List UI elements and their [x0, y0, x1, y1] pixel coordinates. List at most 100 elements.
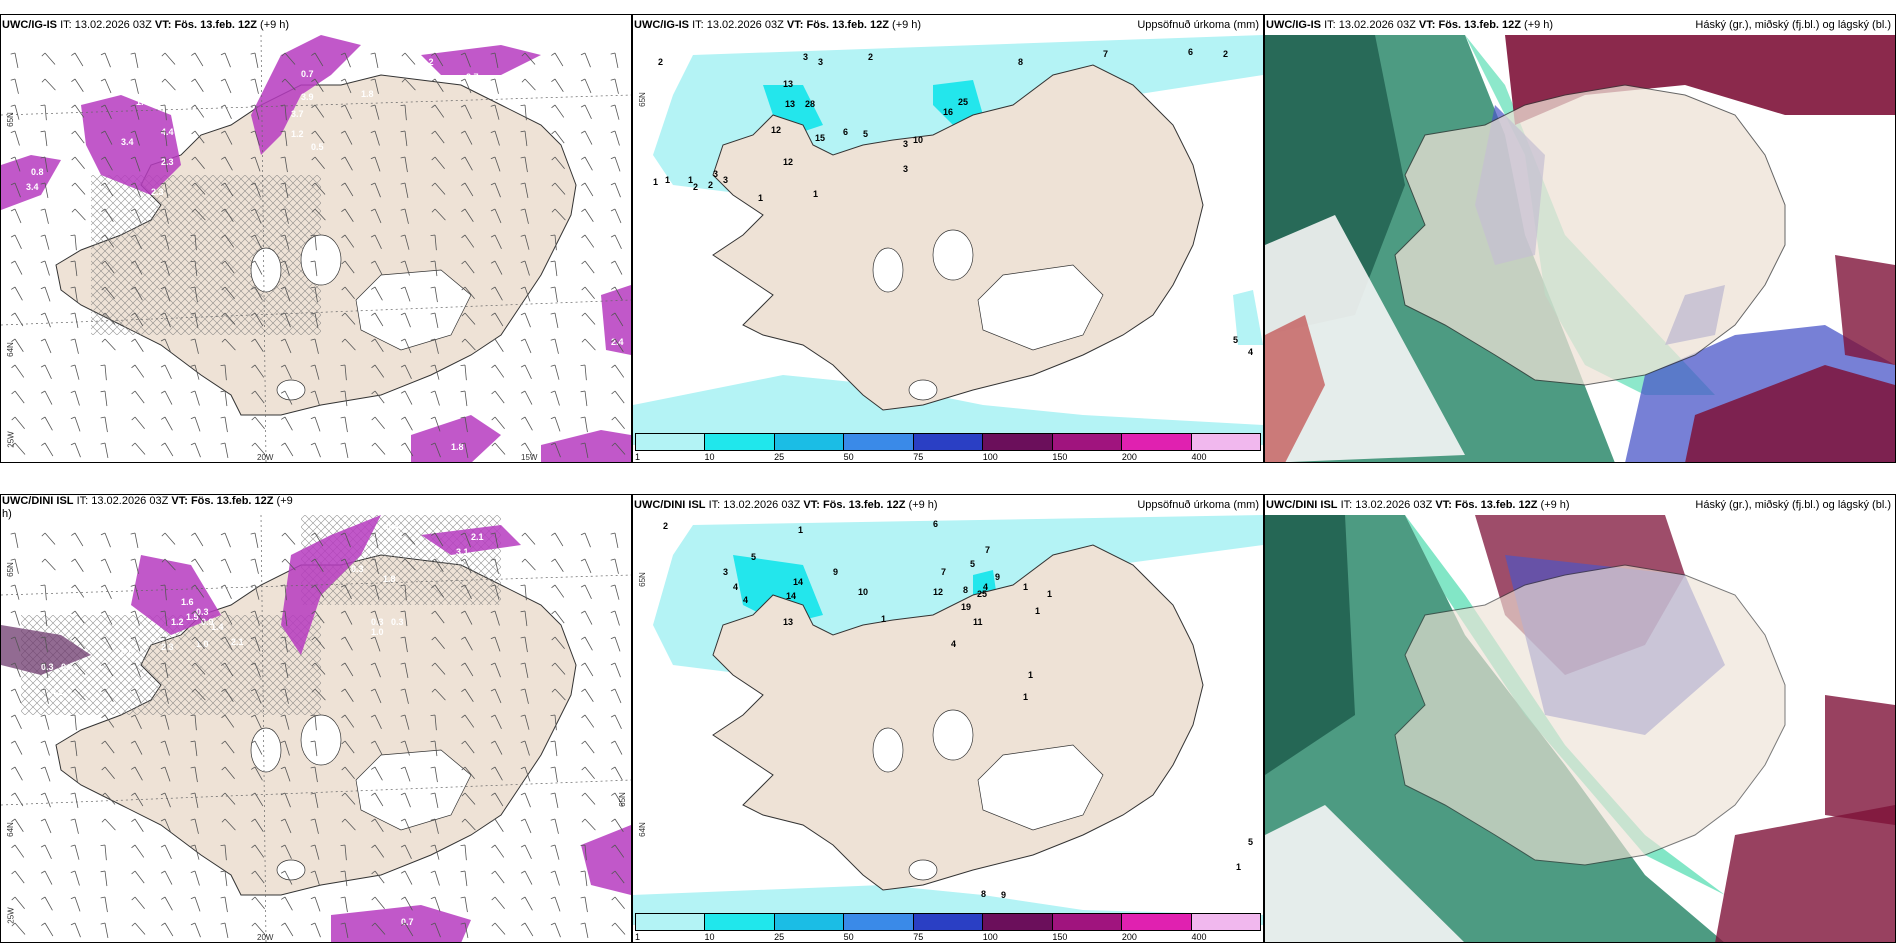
wind-barb [160, 584, 167, 601]
colorbar-tick-label: 75 [913, 452, 924, 462]
wind-barb [551, 688, 566, 701]
it-label: IT: [76, 495, 89, 507]
wind-barb [581, 662, 594, 677]
vt-label: VT: [154, 19, 172, 31]
wind-barb [11, 312, 24, 327]
wind-barb [400, 182, 409, 199]
wind-barb [341, 818, 356, 831]
wind-barb [131, 442, 146, 455]
wind-barb [131, 844, 145, 858]
wind-barb [251, 364, 265, 378]
map-value-label: 1 [1047, 589, 1052, 599]
wind-barb [341, 312, 356, 325]
it-label: IT: [692, 19, 704, 31]
wind-barb [130, 740, 143, 755]
wind-barb [550, 792, 559, 809]
wind-barb [610, 208, 622, 224]
map-value-label: 2 [708, 180, 713, 190]
wind-barb [461, 688, 474, 702]
wind-barb [520, 584, 527, 601]
wind-barb [71, 208, 86, 221]
colorbar-swatch [705, 914, 775, 930]
wind-barb [310, 922, 321, 938]
wind-barb [461, 662, 474, 677]
wind-barb [461, 208, 474, 222]
wind-barb [310, 416, 321, 432]
map-value-label: 2 [658, 57, 663, 67]
colorbar-swatch [983, 914, 1053, 930]
map-value-label: 0.7 [301, 917, 314, 927]
wind-barb [40, 130, 48, 147]
snow-value-labels: 0.43.12.10.31.81.60.31.22.30.91.51.41.00… [41, 522, 484, 927]
wind-barb [460, 896, 468, 913]
wind-barb [10, 78, 19, 94]
wind-barb [520, 286, 531, 302]
wind-barb [400, 688, 409, 704]
wind-barb [101, 766, 115, 780]
wind-barb [101, 792, 116, 805]
wind-barb [610, 636, 621, 652]
wind-barb [401, 896, 413, 911]
map-value-label: 1.2 [171, 617, 184, 627]
wind-barb [461, 156, 473, 171]
wind-barb [370, 52, 379, 69]
map-value-label: 3.4 [26, 182, 39, 192]
lat-label: 25W [6, 907, 16, 924]
wind-barb [551, 610, 565, 624]
wind-barb [70, 818, 79, 834]
wind-barb [550, 740, 558, 757]
wind-barb [610, 130, 620, 146]
wind-barb [371, 442, 386, 455]
wind-barb [280, 104, 287, 121]
wind-barb [280, 844, 292, 859]
colorbar-tick-label: 50 [843, 932, 854, 942]
wind-barb [160, 364, 172, 379]
map-value-label: 3 [723, 175, 728, 185]
panel-row1-left: UWC/IG-IS IT: 13.02.2026 03Z VT: Fös. 13… [0, 14, 632, 463]
wind-barb [70, 416, 81, 432]
wind-barb [220, 558, 232, 574]
map-value-label: 4.4 [161, 127, 174, 137]
wind-barb [280, 338, 292, 354]
wind-barb [400, 740, 410, 756]
wind-barb [130, 104, 140, 120]
wind-barb [490, 208, 502, 224]
wind-barb [221, 338, 236, 351]
wind-barb [40, 286, 51, 302]
wind-barb [70, 364, 80, 380]
wind-barb [220, 130, 233, 145]
wind-barb [101, 688, 114, 702]
wind-barb [430, 766, 438, 783]
wind-barb [100, 922, 109, 939]
wind-barb [190, 896, 201, 912]
wind-barb [251, 286, 263, 301]
wind-barb [70, 922, 81, 938]
wind-barb [430, 870, 440, 886]
map-value-label: 4 [743, 595, 748, 605]
wind-barb [70, 260, 78, 277]
wind-barb [520, 234, 530, 250]
it-label: IT: [1340, 499, 1353, 511]
map-value-label: 7 [1103, 49, 1108, 59]
wind-barb [580, 610, 593, 625]
wind-barb [41, 78, 56, 91]
wind-barb [10, 584, 20, 600]
wind-barb [371, 286, 383, 301]
wind-barb [520, 156, 528, 173]
colorbar-swatch [1191, 914, 1260, 930]
wind-barb [130, 208, 142, 224]
wind-barb [190, 442, 201, 458]
wind-barb [341, 156, 353, 171]
map-value-label: 14 [793, 577, 803, 587]
wind-barb [310, 260, 318, 277]
wind-barb [551, 584, 565, 598]
it-value: 13.02.2026 03Z [74, 19, 152, 31]
wind-barb [280, 766, 291, 782]
wind-barb [460, 844, 467, 861]
map-value-label: 15 [815, 133, 825, 143]
wind-barb [370, 78, 379, 94]
wind-barb [461, 234, 475, 248]
wind-barb [101, 260, 115, 274]
colorbar-tick-label: 25 [774, 452, 785, 462]
vt-label: VT: [786, 19, 804, 31]
